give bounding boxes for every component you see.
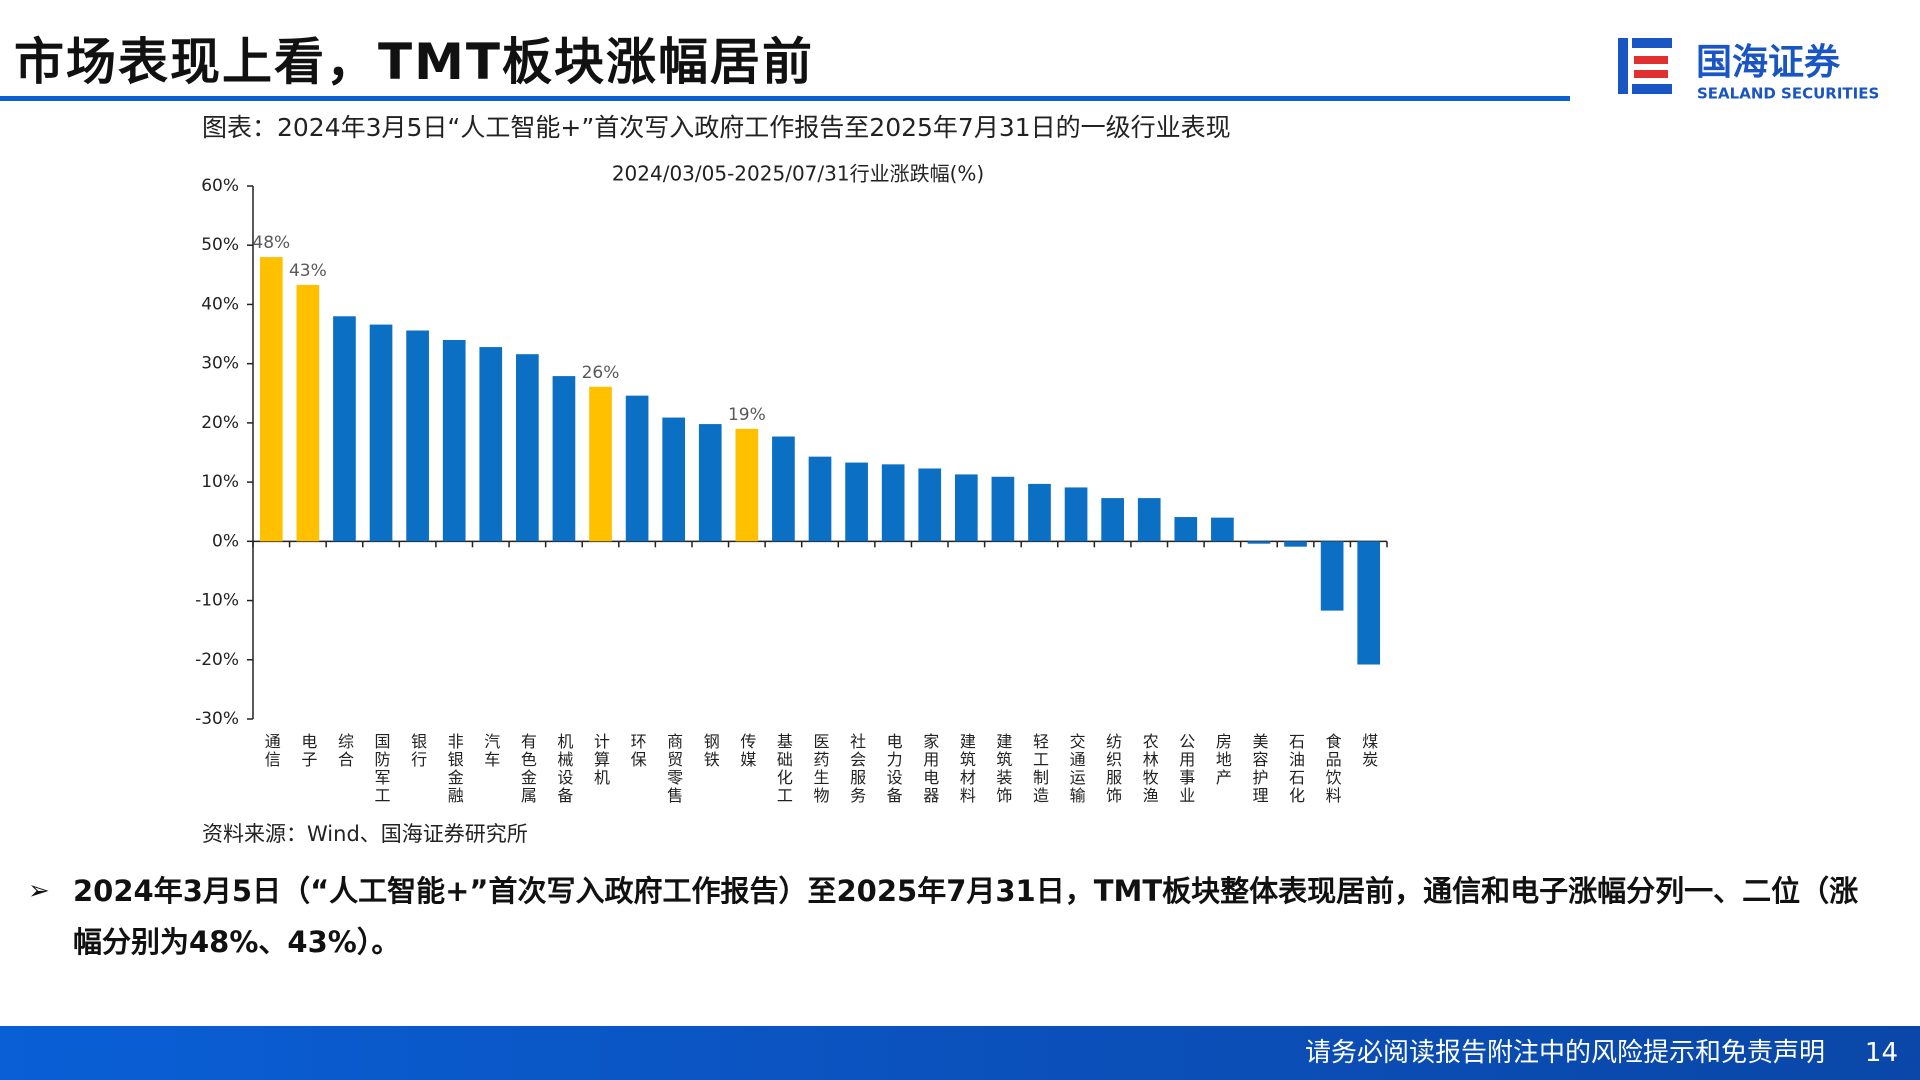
x-tick-label: 房地产 [1213, 733, 1232, 787]
title-rule [0, 96, 1570, 101]
x-tick-label: 计算机 [591, 733, 610, 787]
x-tick-label: 建筑装饰 [993, 733, 1012, 805]
bullet-text: 2024年3月5日（“人工智能+”首次写入政府工作报告）至2025年7月31日，… [73, 874, 1859, 959]
y-tick-label: -20% [195, 650, 239, 670]
y-tick-label: -10% [195, 591, 239, 611]
page-number: 14 [1864, 1038, 1898, 1068]
x-tick-label: 商贸零售 [664, 733, 683, 805]
x-tick-label: 机械设备 [554, 733, 573, 805]
x-tick-label: 纺织服饰 [1103, 733, 1122, 805]
bar [296, 284, 320, 542]
x-tick-label: 石油石化 [1286, 733, 1305, 805]
bar [1028, 483, 1051, 542]
bar [662, 417, 686, 542]
x-tick-label: 有色金属 [518, 733, 537, 805]
x-tick-label: 美容护理 [1249, 733, 1268, 805]
bar [918, 468, 942, 542]
slide-title: 市场表现上看，TMT板块涨幅居前 [14, 33, 814, 91]
x-tick-label: 汽车 [481, 733, 500, 769]
x-tick-label: 基础化工 [774, 733, 793, 805]
bar [589, 386, 612, 542]
x-tick-label: 交通运输 [1067, 733, 1086, 805]
x-tick-label: 钢铁 [701, 733, 720, 769]
x-tick-label: 通信 [262, 733, 281, 769]
x-tick-label: 食品饮料 [1323, 733, 1342, 805]
x-tick-label: 传媒 [737, 733, 756, 769]
bar [406, 330, 429, 542]
x-tick-label: 农林牧渔 [1140, 733, 1159, 805]
x-tick-label: 建筑材料 [957, 733, 976, 805]
bar [845, 462, 868, 542]
bar [625, 395, 649, 542]
bar [259, 257, 283, 542]
y-tick-label: 20% [201, 413, 239, 433]
bar [1320, 541, 1344, 611]
y-tick-label: 0% [212, 531, 239, 551]
chart: 图表：2024年3月5日“人工智能+”首次写入政府工作报告至2025年7月31日… [195, 113, 1388, 846]
x-tick-label: 综合 [335, 733, 354, 769]
y-tick-label: 40% [201, 294, 239, 314]
logo-subtitle: SEALAND SECURITIES [1697, 85, 1879, 103]
y-tick-label: 50% [201, 235, 239, 255]
bar [369, 324, 393, 542]
y-tick-label: -30% [195, 709, 239, 729]
x-tick-label: 电子 [298, 733, 317, 769]
x-tick-label: 煤炭 [1359, 733, 1378, 769]
x-tick-label: 公用事业 [1176, 733, 1195, 805]
bar [1211, 517, 1234, 542]
x-tick-label: 电力设备 [884, 733, 903, 805]
x-tick-label: 轻工制造 [1030, 733, 1049, 805]
bar [1101, 498, 1124, 542]
footer: 请务必阅读报告附注中的风险提示和免责声明 14 [0, 1026, 1920, 1080]
x-tick-label: 家用电器 [920, 733, 939, 805]
bar [333, 316, 356, 542]
bar [1064, 487, 1088, 542]
x-tick-label: 医药生物 [811, 733, 830, 805]
bar [954, 474, 978, 542]
bar [1284, 541, 1307, 547]
x-tick-label: 环保 [628, 733, 647, 769]
bar [881, 464, 905, 542]
value-label: 43% [289, 261, 327, 281]
y-tick-label: 10% [201, 472, 239, 492]
x-tick-label: 国防军工 [372, 733, 391, 805]
source-note: 资料来源：Wind、国海证券研究所 [202, 822, 528, 846]
x-tick-label: 非银金融 [445, 733, 464, 805]
y-tick-label: 60% [201, 176, 239, 196]
bar [552, 376, 576, 542]
disclaimer: 请务必阅读报告附注中的风险提示和免责声明 [1304, 1038, 1825, 1068]
value-label: 19% [728, 405, 766, 425]
bar [808, 456, 832, 542]
bar [1357, 541, 1381, 665]
x-tick-label: 银行 [408, 733, 427, 769]
logo-name: 国海证券 [1696, 42, 1841, 83]
bar [1247, 541, 1271, 544]
y-tick-label: 30% [201, 354, 239, 374]
value-label: 48% [252, 233, 290, 253]
chart-title: 2024/03/05-2025/07/31行业涨跌幅(%) [612, 162, 984, 186]
bar [698, 424, 722, 542]
bar [991, 476, 1015, 542]
bar [735, 428, 759, 542]
bar [1137, 498, 1161, 542]
bullet-icon: ➢ [28, 876, 50, 906]
bar [1174, 517, 1198, 542]
x-tick-label: 社会服务 [847, 733, 866, 805]
bar [516, 354, 539, 542]
bar [442, 339, 466, 542]
logo: 国海证券 SEALAND SECURITIES [1618, 38, 1879, 103]
chart-caption: 图表：2024年3月5日“人工智能+”首次写入政府工作报告至2025年7月31日… [202, 113, 1231, 142]
value-label: 26% [582, 363, 620, 383]
bar [479, 347, 503, 542]
bar [772, 436, 795, 542]
